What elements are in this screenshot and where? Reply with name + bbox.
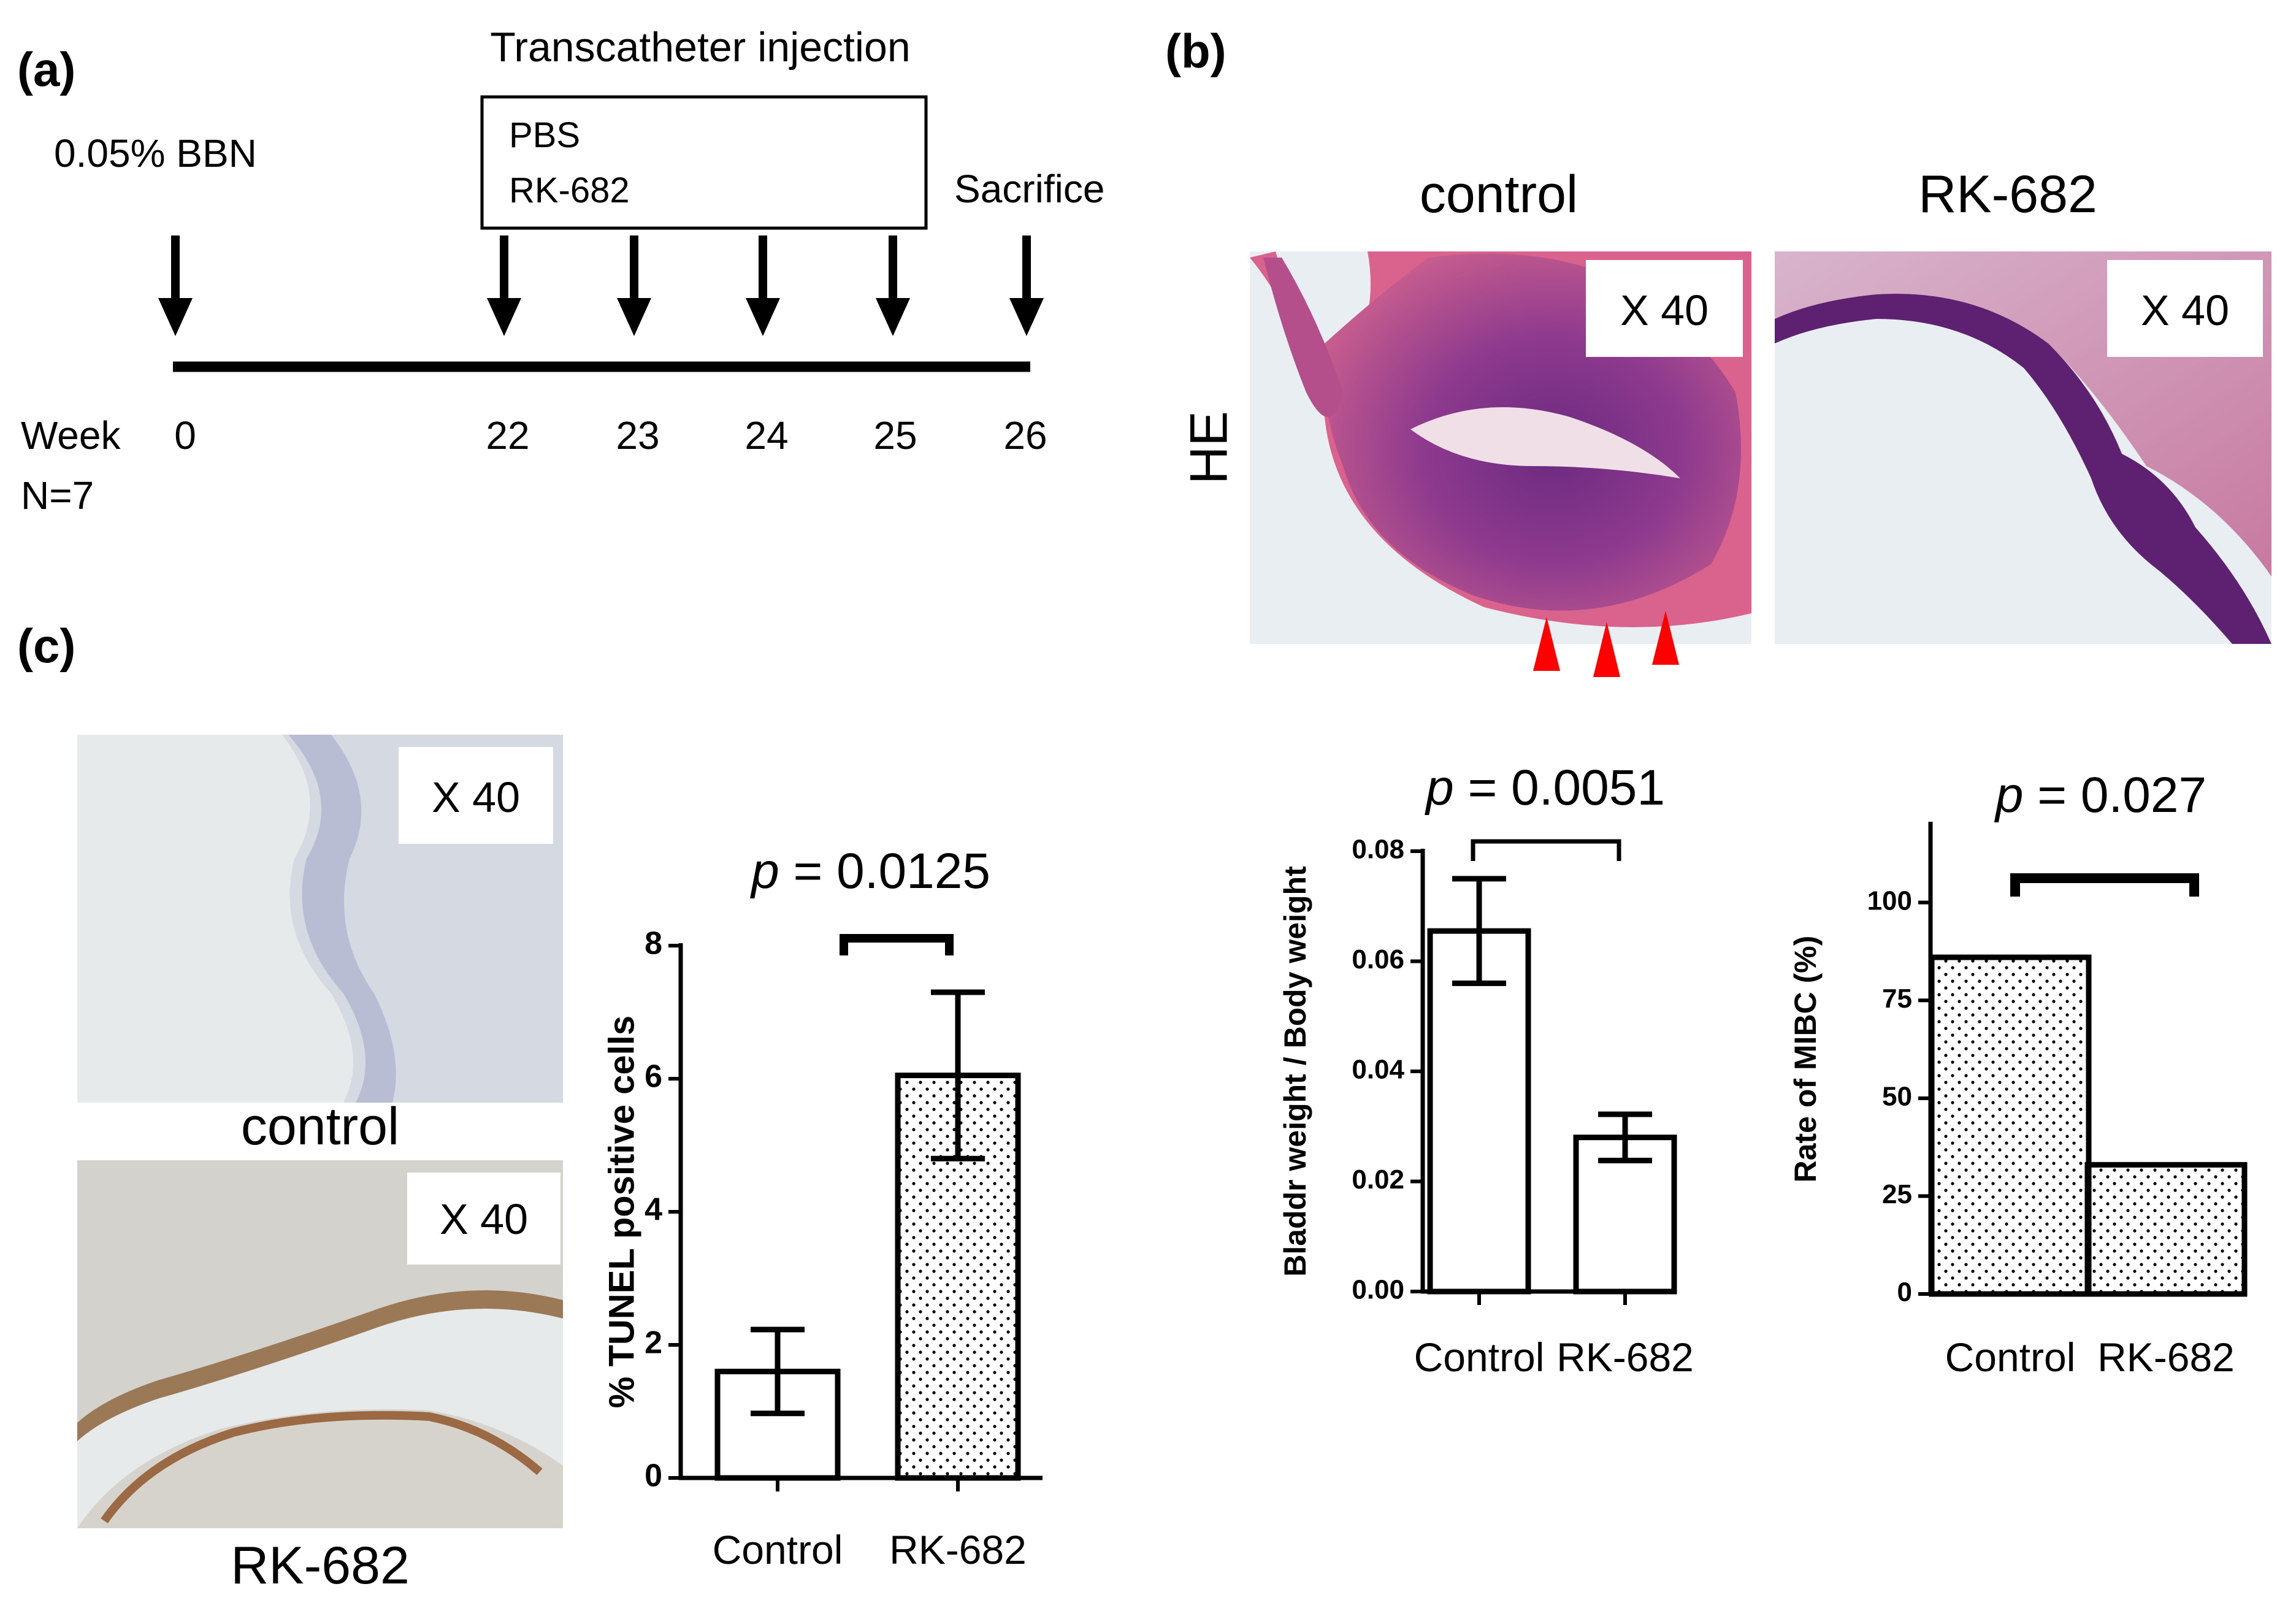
he-image-control: X 40 — [1250, 251, 1751, 644]
tunel-ytick-label-1: 2 — [645, 1325, 662, 1361]
bladder-ytick-label-4: 0.08 — [1352, 835, 1404, 865]
tunel-image-rk682: X 40 — [77, 1160, 563, 1528]
bladder-ylabel: Bladdr weight / Body weight — [1278, 866, 1312, 1277]
arrow-head-0 — [158, 298, 193, 336]
tunel-label-rk682: RK-682 — [231, 1536, 410, 1595]
bladder-p-number: = 0.0051 — [1454, 760, 1665, 816]
treatment-box-line-2: RK-682 — [509, 170, 630, 210]
mibc-p-value: p = 0.027 — [1994, 767, 2206, 823]
arrow-head-4 — [876, 298, 910, 336]
bladder-ytick-label-1: 0.02 — [1352, 1165, 1404, 1195]
tunel-ytick-label-3: 6 — [645, 1059, 662, 1095]
bladder-ytick-label-2: 0.04 — [1352, 1055, 1404, 1085]
start-label: 0.05% BBN — [54, 131, 257, 175]
bladder-category-1: RK-682 — [1556, 1334, 1694, 1380]
week-22: 22 — [486, 413, 529, 457]
panel-label-b: (b) — [1165, 24, 1226, 78]
week-label: Week — [21, 413, 121, 457]
he-row-label: HE — [1180, 411, 1239, 484]
tunel-category-1: RK-682 — [889, 1527, 1027, 1572]
mibc-p-symbol: p — [1994, 767, 2024, 823]
he-image-rk682: X 40 — [1775, 251, 2271, 644]
mibc-ylabel: Rate of MIBC (%) — [1788, 936, 1823, 1183]
bladder-ytick-label-0: 0.00 — [1352, 1275, 1404, 1305]
he-col-rk682: RK-682 — [1918, 165, 2097, 224]
mibc-sig-bracket — [2010, 873, 2199, 897]
timeline: Transcatheter injection PBS RK-682 0.05%… — [21, 24, 1104, 518]
tunel-label-control: control — [241, 1097, 399, 1156]
bladder-p-symbol: p — [1424, 760, 1454, 816]
week-0: 0 — [174, 413, 196, 457]
end-label: Sacrifice — [954, 167, 1104, 211]
treatment-box-line-1: PBS — [509, 115, 580, 155]
tunel-ylabel: % TUNEL positive cells — [602, 1016, 641, 1408]
mibc-category-0: Control — [1945, 1334, 2076, 1380]
tunel-ytick-label-2: 4 — [645, 1192, 662, 1228]
arrowhead-2 — [1593, 622, 1620, 677]
tunel-p-value: p = 0.0125 — [749, 843, 990, 899]
treatment-title: Transcatheter injection — [490, 24, 910, 71]
treatment-box — [480, 95, 928, 230]
week-26: 26 — [1003, 413, 1047, 457]
he-images: control RK-682 HE X 40 X 40 — [1180, 165, 2271, 677]
bladder-p-value: p = 0.0051 — [1424, 760, 1665, 816]
arrow-head-5 — [1009, 298, 1044, 336]
tunel-images: X 40 control X 40 RK-682 — [77, 735, 563, 1595]
tunel-rk682-magnification: X 40 — [440, 1195, 528, 1243]
tunel-ytick-label-0: 0 — [645, 1458, 662, 1494]
chart-tunel: 0 2 4 6 8 % TUNEL positive cells Control RK-682… — [602, 843, 1043, 1572]
tunel-sig-bracket — [840, 934, 954, 955]
panel-label-a: (a) — [17, 42, 75, 96]
week-25: 25 — [873, 413, 917, 457]
mibc-category-1: RK-682 — [2097, 1334, 2235, 1380]
tunel-ytick-label-4: 8 — [645, 926, 662, 962]
mibc-bar-1 — [2084, 1162, 2248, 1297]
panel-label-c: (c) — [17, 619, 75, 673]
he-rk682-magnification: X 40 — [2141, 286, 2229, 334]
mibc-ytick-label-1: 25 — [1882, 1179, 1912, 1209]
tunel-p-number: = 0.0125 — [779, 843, 990, 899]
arrowhead-1 — [1533, 617, 1560, 671]
n-label: N=7 — [21, 473, 94, 518]
tunel-image-control: X 40 — [77, 735, 563, 1103]
arrow-head-1 — [487, 298, 521, 336]
he-col-control: control — [1420, 165, 1578, 224]
mibc-bar-0 — [1929, 954, 2092, 1297]
mibc-ytick-label-2: 50 — [1882, 1081, 1912, 1111]
bladder-ytick-label-3: 0.06 — [1352, 944, 1404, 974]
mibc-p-number: = 0.027 — [2023, 767, 2206, 823]
chart-bladder: 0.00 0.02 0.04 0.06 0.08 Bladdr weight / Body… — [1278, 760, 1694, 1380]
he-control-magnification: X 40 — [1620, 286, 1709, 334]
week-24: 24 — [744, 413, 788, 457]
tunel-control-magnification: X 40 — [432, 773, 520, 821]
mibc-ytick-label-3: 75 — [1882, 984, 1912, 1014]
tunel-category-0: Control — [713, 1527, 843, 1572]
mibc-ytick-label-4: 100 — [1867, 886, 1912, 916]
bladder-category-0: Control — [1414, 1334, 1545, 1380]
tunel-p-symbol: p — [749, 843, 779, 899]
mibc-ytick-label-0: 0 — [1897, 1277, 1912, 1307]
chart-mibc: 0 25 50 75 100 Rate of MIBC (%) Control RK-682 p… — [1788, 767, 2248, 1380]
week-23: 23 — [616, 413, 659, 457]
bladder-sig-bracket — [1471, 839, 1621, 861]
timeline-arrows — [158, 235, 1044, 336]
arrowhead-3 — [1652, 611, 1679, 665]
arrow-head-2 — [617, 298, 651, 336]
arrow-head-3 — [746, 298, 780, 336]
